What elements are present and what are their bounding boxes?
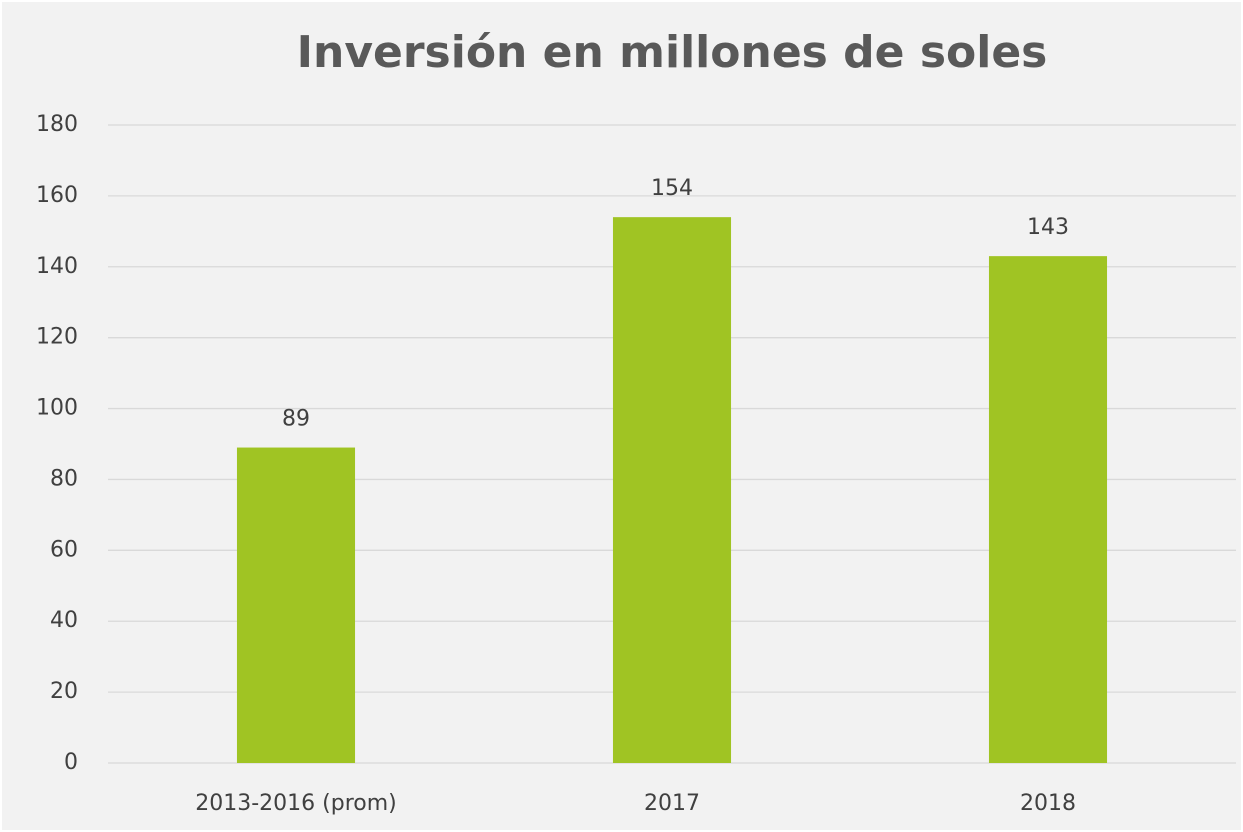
bar (988, 256, 1108, 763)
bar (612, 217, 732, 764)
x-tick-label: 2013-2016 (prom) (195, 791, 397, 816)
y-tick-label: 60 (50, 537, 78, 562)
y-tick-label: 140 (36, 254, 78, 279)
y-tick-label: 20 (50, 679, 78, 704)
y-tick-label: 40 (50, 608, 78, 633)
y-tick-label: 80 (50, 466, 78, 491)
y-tick-label: 160 (36, 183, 78, 208)
y-tick-label: 180 (36, 112, 78, 137)
chart-title: Inversión en millones de soles (297, 27, 1048, 78)
x-tick-label: 2018 (1020, 791, 1076, 816)
data-label: 154 (651, 176, 693, 201)
bar (236, 447, 356, 763)
y-tick-label: 120 (36, 325, 78, 350)
data-label: 89 (282, 407, 310, 432)
data-label: 143 (1027, 215, 1069, 240)
y-tick-label: 100 (36, 396, 78, 421)
x-tick-label: 2017 (644, 791, 700, 816)
y-tick-label: 0 (64, 750, 78, 775)
